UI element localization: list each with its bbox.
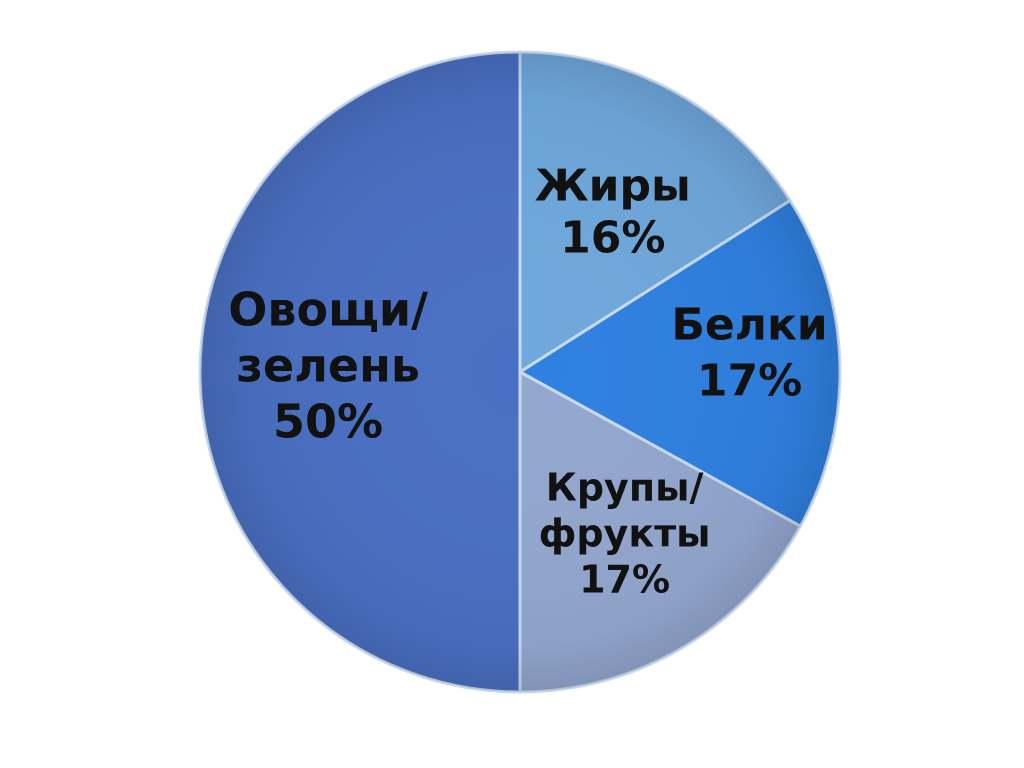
pie-labels: Жиры 16%Белки 17%Крупы/фрукты 17%Овощи/зеле… xyxy=(228,161,827,602)
slice-label-line: Крупы/ xyxy=(546,465,704,509)
slice-label-line: 16% xyxy=(560,213,665,264)
slice-label-line: Жиры xyxy=(535,161,691,212)
slice-label-line: Овощи/ xyxy=(228,282,428,336)
slice-label-line: Белки xyxy=(671,299,827,350)
slice-label: Жиры 16% xyxy=(535,161,691,264)
slice-label: Крупы/фрукты 17% xyxy=(539,465,711,601)
slice-label-line: зелень xyxy=(236,338,420,392)
slice-label-line: 50% xyxy=(273,394,383,448)
slice-label-line: фрукты xyxy=(539,511,711,555)
slice-label: Овощи/зелень 50% xyxy=(228,282,428,448)
slice-label-line: 17% xyxy=(697,355,802,406)
slice-label-line: 17% xyxy=(579,557,670,601)
slice-label: Белки 17% xyxy=(671,299,827,406)
